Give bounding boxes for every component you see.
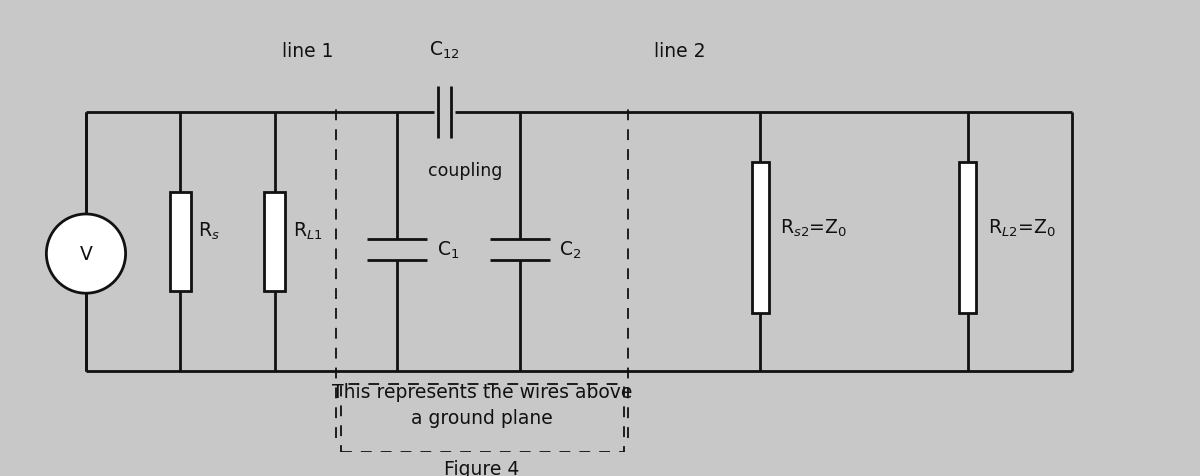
Bar	[170, 193, 191, 292]
Text: This represents the wires above: This represents the wires above	[332, 382, 632, 401]
Bar	[264, 193, 284, 292]
Text: R$_{L2}$=Z$_0$: R$_{L2}$=Z$_0$	[988, 218, 1055, 239]
Text: C$_1$: C$_1$	[437, 239, 460, 260]
Text: line 2: line 2	[654, 42, 706, 61]
Text: V: V	[79, 245, 92, 264]
Circle shape	[47, 215, 126, 294]
Text: C$_2$: C$_2$	[559, 239, 582, 260]
Text: R$_s$: R$_s$	[198, 220, 220, 242]
Text: coupling: coupling	[428, 162, 503, 180]
Text: C$_{12}$: C$_{12}$	[428, 40, 460, 61]
Text: a ground plane: a ground plane	[412, 408, 553, 427]
Text: R$_{L1}$: R$_{L1}$	[293, 220, 322, 242]
Text: line 1: line 1	[282, 42, 334, 61]
Bar	[959, 162, 977, 313]
Text: Figure 4: Figure 4	[444, 459, 520, 476]
Text: R$_{s2}$=Z$_0$: R$_{s2}$=Z$_0$	[780, 218, 847, 239]
Bar	[752, 162, 769, 313]
